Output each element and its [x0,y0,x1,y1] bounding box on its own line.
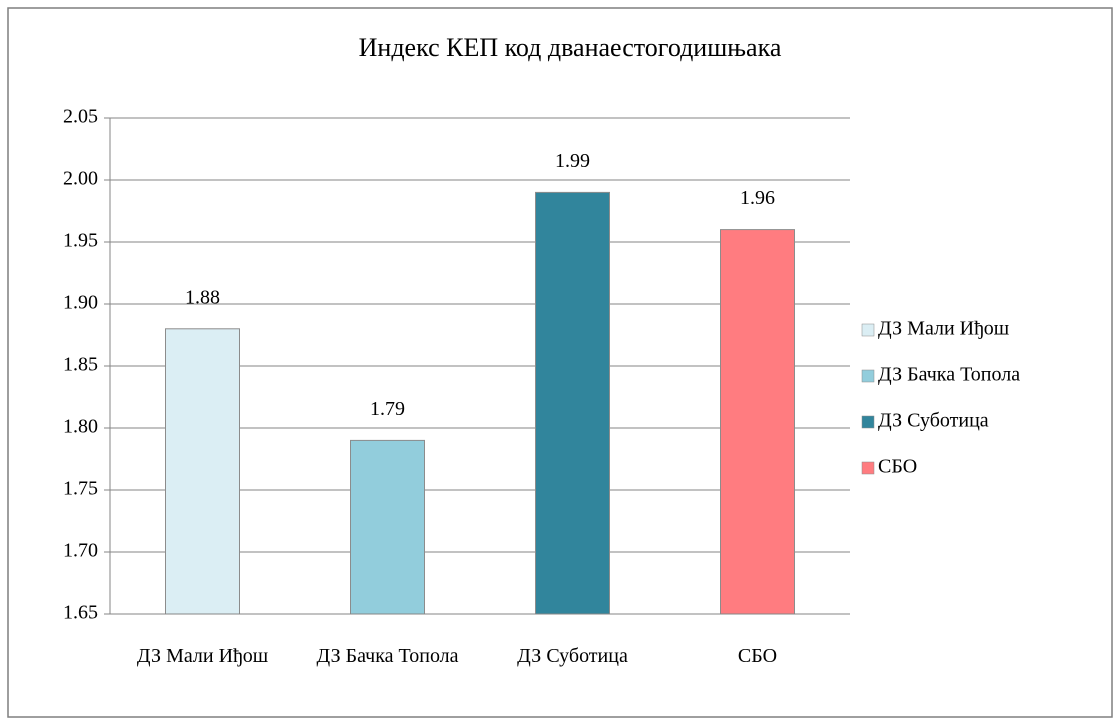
y-tick-label: 2.00 [63,168,98,190]
bar [165,328,240,615]
legend-swatch [861,461,875,475]
chart-title: Индекс КЕП код дванаестогодишњака [359,33,782,62]
y-tick-label: 1.65 [63,602,98,624]
value-label: 1.99 [555,150,590,172]
legend-swatch [861,323,875,337]
y-tick-label: 1.70 [63,540,98,562]
y-tick-label: 1.95 [63,230,98,252]
value-label: 1.96 [740,187,775,209]
legend-swatch [861,415,875,429]
y-tick-label: 2.05 [63,106,98,128]
y-tick-label: 1.75 [63,478,98,500]
legend-label: ДЗ Мали Иђош [878,318,1010,340]
x-tick-label: СБО [737,645,778,667]
legend-label: ДЗ Суботица [878,410,989,432]
x-tick-label: ДЗ Мали Иђош [136,645,269,667]
y-tick-label: 1.85 [63,354,98,376]
legend-swatch [861,369,875,383]
x-tick-label: ДЗ Бачка Топола [316,645,459,667]
legend-label: СБО [878,456,917,478]
value-label: 1.79 [370,398,405,420]
legend-label: ДЗ Бачка Топола [878,364,1020,386]
value-label: 1.88 [185,286,220,308]
bar [720,229,795,615]
y-tick-label: 1.90 [63,292,98,314]
y-tick-label: 1.80 [63,416,98,438]
x-tick-label: ДЗ Суботица [517,645,628,667]
bar [350,439,425,615]
bar [535,191,610,615]
